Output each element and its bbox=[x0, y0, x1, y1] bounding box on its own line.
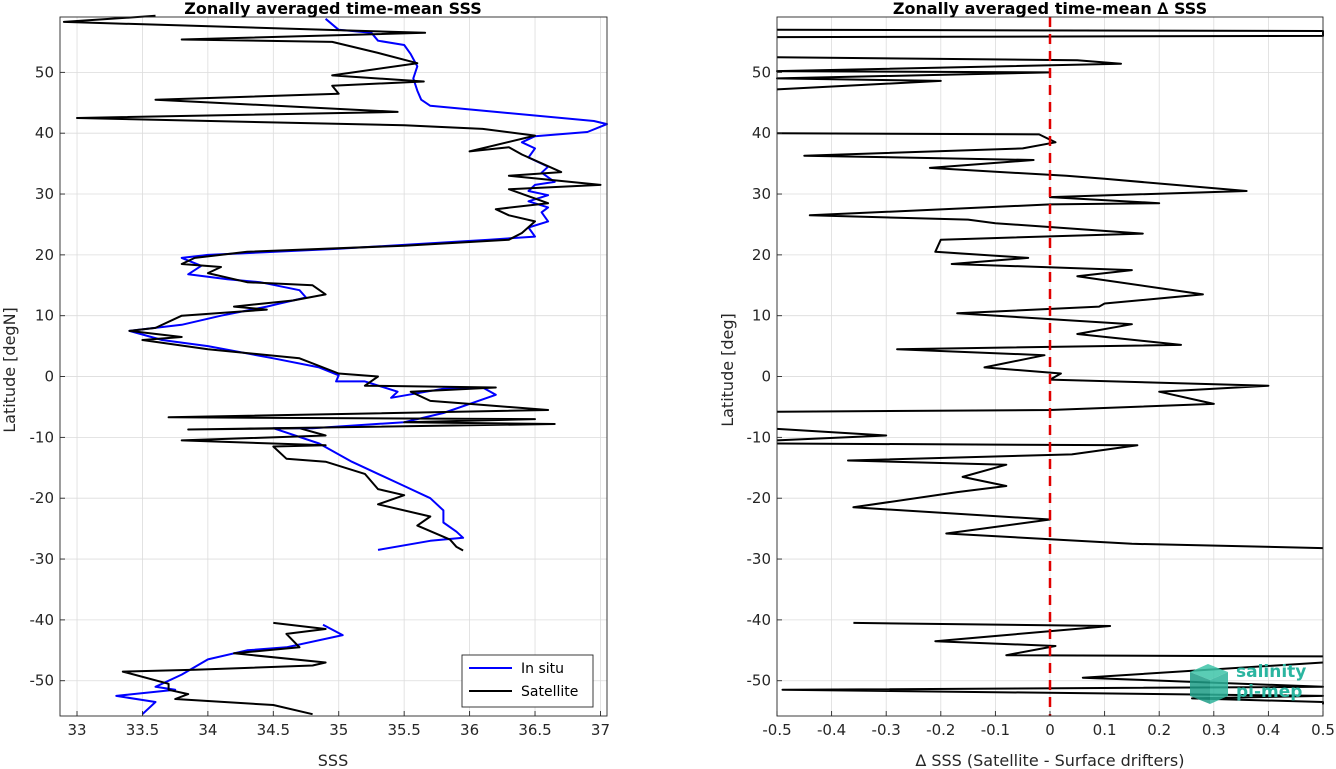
y-tick-label: -10 bbox=[747, 428, 772, 446]
legend-box bbox=[461, 654, 594, 708]
series-line-satellite bbox=[62, 14, 602, 552]
x-tick-label: 34.5 bbox=[257, 721, 290, 739]
y-tick-label: 10 bbox=[752, 307, 771, 325]
x-tick-label: 0.4 bbox=[1256, 721, 1280, 739]
x-tick-label: 33 bbox=[67, 721, 86, 739]
x-tick-label: 0.2 bbox=[1147, 721, 1171, 739]
y-tick-label: 20 bbox=[35, 246, 54, 264]
left-x-axis-label: SSS bbox=[318, 751, 348, 769]
left-axes-box bbox=[59, 16, 608, 717]
x-tick-label: 0.5 bbox=[1311, 721, 1335, 739]
right-chart-panel: salinity pi-mep -0.5 -0.4 -0.3 -0.2 -0.1 0 0.1… bbox=[718, 0, 1335, 769]
legend-label-satellite: Satellite bbox=[521, 684, 578, 700]
x-tick-label: 34 bbox=[198, 721, 217, 739]
x-tick-label: 37 bbox=[591, 721, 610, 739]
left-chart-title: Zonally averaged time-mean SSS bbox=[184, 0, 482, 18]
x-tick-label: 36 bbox=[460, 721, 479, 739]
x-tick-label: -0.1 bbox=[981, 721, 1010, 739]
right-chart-title: Zonally averaged time-mean ∆ SSS bbox=[893, 0, 1207, 18]
y-tick-label: 30 bbox=[752, 185, 771, 203]
x-tick-label: 35 bbox=[329, 721, 348, 739]
y-tick-label: 50 bbox=[752, 63, 771, 81]
left-chart-panel: 33 33.5 34 34.5 35 35.5 36 36.5 37 -50 -40 -30 -20 -1… bbox=[0, 0, 610, 769]
x-tick-label: -0.2 bbox=[926, 721, 955, 739]
x-tick-label: 36.5 bbox=[518, 721, 551, 739]
x-tick-label: 35.5 bbox=[387, 721, 420, 739]
x-tick-label: 33.5 bbox=[126, 721, 159, 739]
y-tick-label: -20 bbox=[747, 489, 772, 507]
left-tick-labels: 33 33.5 34 34.5 35 35.5 36 36.5 37 -50 -40 -30 -20 -1… bbox=[30, 63, 611, 739]
x-tick-label: -0.3 bbox=[872, 721, 901, 739]
logo: salinity pi-mep bbox=[1190, 662, 1306, 704]
x-tick-label: -0.4 bbox=[817, 721, 846, 739]
series-line-delta-sss bbox=[853, 621, 1324, 658]
y-tick-label: 40 bbox=[35, 124, 54, 142]
y-tick-label: -40 bbox=[30, 611, 55, 629]
x-tick-label: -0.5 bbox=[762, 721, 791, 739]
series-line-delta-sss bbox=[776, 427, 888, 442]
y-tick-label: -50 bbox=[30, 672, 55, 690]
y-tick-label: 0 bbox=[44, 368, 54, 386]
legend-label-in-situ: In situ bbox=[521, 661, 564, 677]
y-tick-label: 50 bbox=[35, 63, 54, 81]
x-tick-label: 0 bbox=[1045, 721, 1055, 739]
y-tick-label: 10 bbox=[35, 307, 54, 325]
x-tick-label: 0.1 bbox=[1093, 721, 1117, 739]
logo-text-salinity: salinity bbox=[1236, 662, 1306, 682]
y-tick-label: -40 bbox=[747, 611, 772, 629]
cube-logo-icon bbox=[1190, 664, 1228, 704]
y-tick-label: -20 bbox=[30, 489, 55, 507]
left-series-lines bbox=[62, 14, 608, 716]
logo-text-pi-mep: pi-mep bbox=[1236, 682, 1302, 702]
y-tick-label: 0 bbox=[761, 368, 771, 386]
y-tick-label: -50 bbox=[747, 672, 772, 690]
right-y-axis-label: Latitude [deg] bbox=[718, 313, 737, 427]
y-tick-label: -30 bbox=[30, 550, 55, 568]
series-line-in-situ bbox=[115, 623, 344, 715]
series-line-delta-sss bbox=[776, 442, 1324, 550]
right-series-lines bbox=[776, 28, 1324, 705]
right-tick-labels: -0.5 -0.4 -0.3 -0.2 -0.1 0 0.1 0.2 0.3 0.4 0.5 -50 -… bbox=[747, 63, 1335, 739]
series-line-satellite bbox=[121, 621, 327, 716]
series-line-delta-sss bbox=[776, 56, 1122, 91]
legend: In situ Satellite bbox=[461, 654, 594, 708]
right-x-axis-label: ∆ SSS (Satellite - Surface drifters) bbox=[915, 751, 1185, 769]
series-line-delta-sss bbox=[776, 132, 1270, 413]
y-tick-label: 40 bbox=[752, 124, 771, 142]
left-y-axis-label: Latitude [degN] bbox=[0, 307, 19, 433]
y-tick-label: -30 bbox=[747, 550, 772, 568]
y-tick-label: 20 bbox=[752, 246, 771, 264]
y-tick-label: -10 bbox=[30, 428, 55, 446]
x-tick-label: 0.3 bbox=[1202, 721, 1226, 739]
y-tick-label: 30 bbox=[35, 185, 54, 203]
series-line-delta-sss bbox=[781, 661, 1324, 705]
